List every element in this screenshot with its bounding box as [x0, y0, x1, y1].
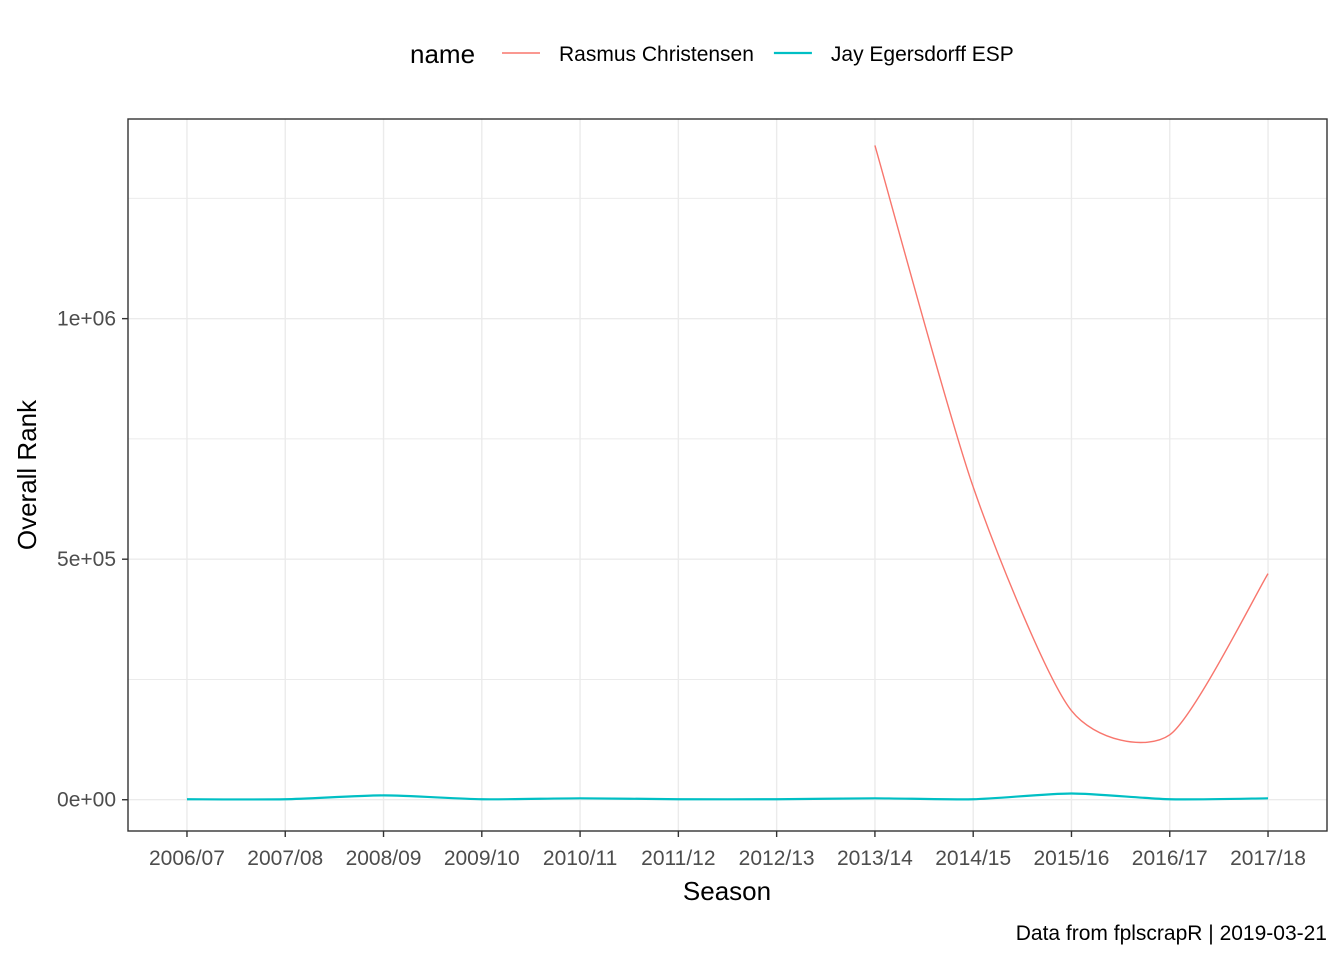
legend-label-2: Jay Egersdorff ESP [831, 43, 1014, 66]
legend-label-1: Rasmus Christensen [559, 43, 754, 66]
series-lines [186, 145, 1269, 801]
x-axis: 2006/07 2007/08 2008/09 2009/10 2010/11 2011/… [149, 831, 1306, 870]
legend-title: name [410, 39, 475, 69]
plot-panel [127, 118, 1328, 832]
x-tick-label: 2016/17 [1132, 847, 1208, 870]
x-tick-label: 2007/08 [247, 847, 323, 870]
x-tick-label: 2011/12 [641, 847, 715, 870]
legend: name Rasmus Christensen Jay Egersdorff ES… [410, 39, 1014, 69]
x-tick-label: 2017/18 [1230, 847, 1306, 870]
x-tick-label: 2009/10 [444, 847, 520, 870]
series-line-2 [186, 792, 1269, 801]
x-tick-label: 2008/09 [346, 847, 422, 870]
x-axis-title: Season [683, 876, 771, 906]
y-tick-label: 0e+00 [57, 789, 116, 812]
minor-gridlines [128, 197, 1327, 680]
x-tick-label: 2014/15 [935, 847, 1011, 870]
series-line-1 [874, 145, 1269, 744]
plot-border [127, 118, 1328, 832]
y-tick-label: 5e+05 [57, 548, 116, 571]
x-tick-label: 2010/11 [543, 847, 617, 870]
y-axis: 0e+00 5e+05 1e+06 [57, 308, 128, 812]
y-axis-title: Overall Rank [12, 399, 42, 550]
x-tick-label: 2015/16 [1034, 847, 1110, 870]
x-tick-label: 2013/14 [837, 847, 913, 870]
y-tick-label: 1e+06 [57, 308, 116, 331]
chart-caption: Data from fplscrapR | 2019-03-21 [1016, 922, 1327, 945]
plot-background [128, 119, 1327, 831]
x-tick-label: 2012/13 [739, 847, 815, 870]
x-tick-label: 2006/07 [149, 847, 225, 870]
